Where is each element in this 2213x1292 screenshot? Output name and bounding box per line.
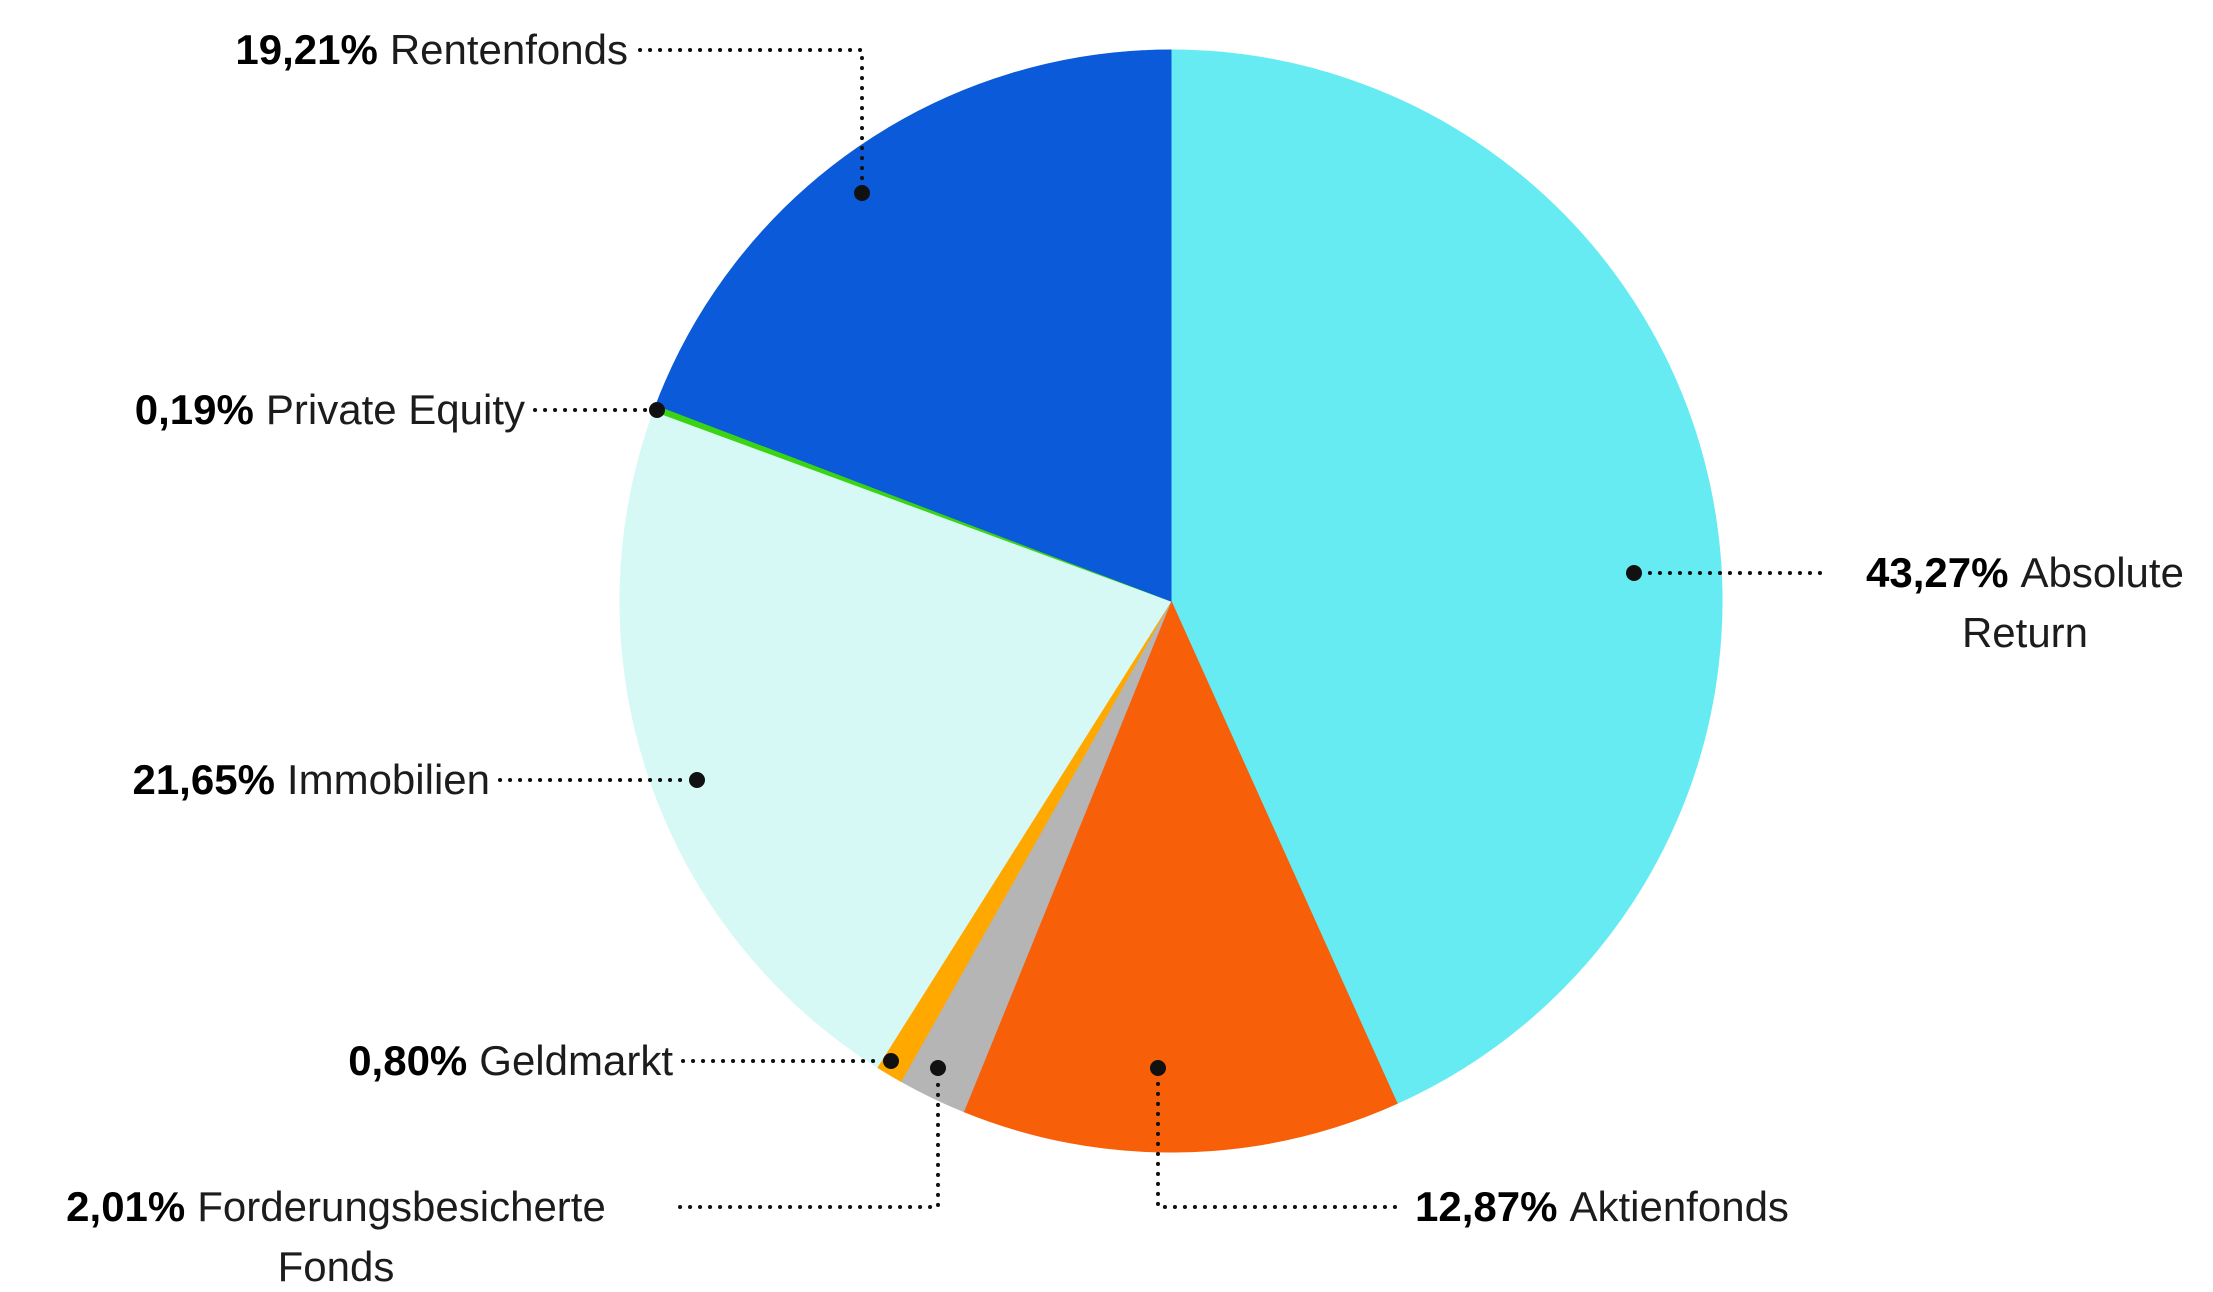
- label-immobilien-name: Immobilien: [286, 756, 490, 803]
- label-forderungsbesicherte-fonds-value: 2,01%: [66, 1183, 186, 1230]
- leader-dot-immobilien: [689, 772, 705, 788]
- label-rentenfonds: 19,21% Rentenfonds: [235, 20, 628, 80]
- label-geldmarkt: 0,80% Geldmarkt: [348, 1031, 673, 1091]
- label-rentenfonds-name: Rentenfonds: [389, 26, 628, 73]
- label-aktienfonds-name: Aktienfonds: [1569, 1183, 1789, 1230]
- label-absolute-return: 43,27% Absolute Return: [1837, 543, 2213, 663]
- pie-slice-absolute-return: [1170, 49, 1723, 1105]
- leader-dot-aktienfonds: [1150, 1060, 1166, 1076]
- leader-rentenfonds: [638, 48, 864, 188]
- label-absolute-return-name: Absolute Return: [1961, 549, 2184, 656]
- leader-dot-geldmarkt: [883, 1053, 899, 1069]
- label-geldmarkt-value: 0,80%: [348, 1037, 468, 1084]
- leader-dot-absolute-return: [1626, 565, 1642, 581]
- label-geldmarkt-name: Geldmarkt: [479, 1037, 673, 1084]
- label-absolute-return-value: 43,27%: [1866, 549, 2009, 596]
- leader-dot-forderungsbesicherte-fonds: [930, 1060, 946, 1076]
- label-aktienfonds-value: 12,87%: [1415, 1183, 1558, 1230]
- pie-slice-rentenfonds: [655, 49, 1172, 602]
- leader-forderungsbesicherte-fonds: [678, 1076, 940, 1209]
- label-forderungsbesicherte-fonds-name: Forderungsbesicherte Fonds: [197, 1183, 606, 1290]
- label-immobilien-value: 21,65%: [132, 756, 275, 803]
- label-rentenfonds-value: 19,21%: [235, 26, 378, 73]
- label-immobilien: 21,65% Immobilien: [132, 750, 490, 810]
- label-aktienfonds: 12,87% Aktienfonds: [1415, 1177, 1789, 1237]
- label-private-equity-value: 0,19%: [134, 386, 254, 433]
- leader-aktienfonds: [1156, 1076, 1397, 1209]
- label-private-equity: 0,19% Private Equity: [135, 380, 525, 440]
- label-forderungsbesicherte-fonds: 2,01% Forderungsbesicherte Fonds: [6, 1177, 666, 1292]
- label-private-equity-name: Private Equity: [265, 386, 525, 433]
- leader-dot-rentenfonds: [854, 185, 870, 201]
- pie-slice-aktienfonds: [963, 599, 1398, 1153]
- leader-dot-private-equity: [649, 402, 665, 418]
